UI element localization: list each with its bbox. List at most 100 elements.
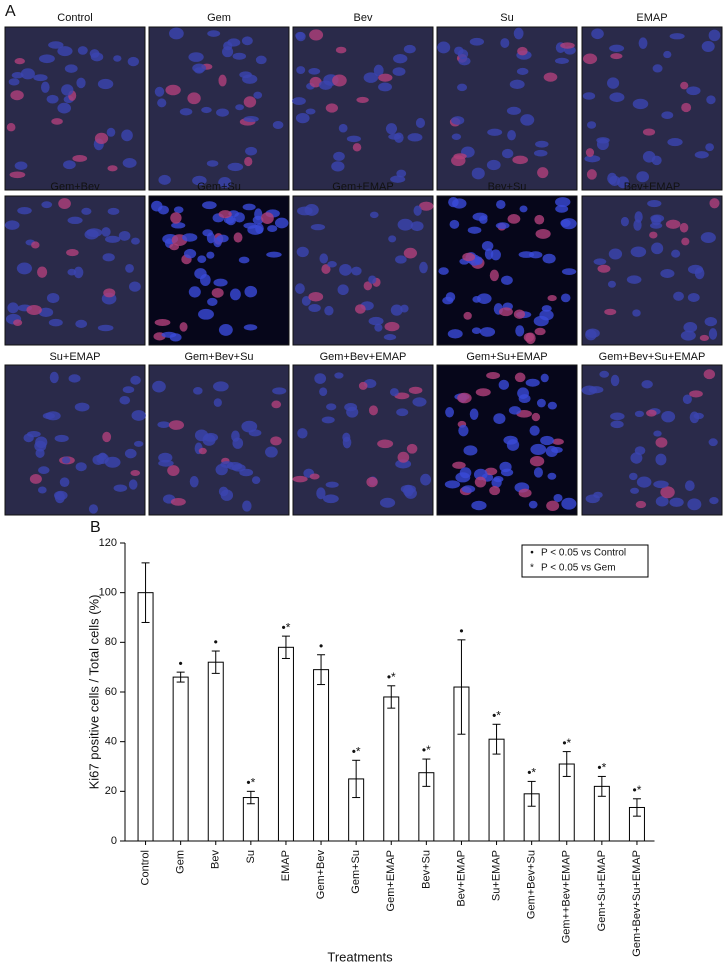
nucleus [536, 398, 546, 408]
panel-label: B [90, 519, 101, 536]
nucleus [479, 215, 488, 224]
nucleus [493, 413, 506, 424]
nucleus [610, 374, 620, 387]
nucleus [687, 498, 702, 511]
nucleus [346, 135, 361, 143]
nucleus [187, 92, 201, 105]
x-tick-label: Gem [175, 850, 187, 874]
nucleus [33, 74, 48, 82]
nucleus [67, 268, 77, 276]
nucleus [326, 403, 337, 411]
nucleus [218, 176, 232, 188]
legend-label: P < 0.05 vs Control [541, 548, 626, 559]
nucleus [253, 91, 263, 99]
nucleus [609, 44, 625, 52]
nucleus [651, 242, 664, 255]
nucleus [261, 212, 274, 224]
nucleus [59, 477, 70, 488]
nucleus [679, 222, 689, 233]
error-bar [317, 654, 326, 686]
nucleus [9, 171, 26, 179]
nucleus [35, 448, 45, 458]
nucleus [48, 318, 63, 327]
nucleus [29, 473, 42, 484]
nucleus [220, 489, 234, 501]
nucleus [106, 127, 116, 137]
nucleus [458, 424, 469, 437]
image-title: Gem+Su+EMAP [466, 351, 547, 363]
nucleus [525, 332, 536, 345]
nucleus [124, 448, 137, 459]
nucleus [652, 64, 663, 73]
nucleus [193, 387, 203, 395]
micrograph-bg [292, 26, 434, 191]
nucleus [325, 103, 338, 113]
error-bar [632, 798, 641, 817]
nucleus [542, 253, 556, 264]
micrograph-bg [581, 364, 723, 516]
nucleus [122, 386, 135, 394]
bar [207, 661, 224, 842]
nucleus [449, 219, 460, 229]
micrograph [436, 364, 578, 516]
nucleus [97, 78, 114, 90]
nucleus [412, 397, 427, 407]
nucleus [626, 275, 642, 284]
nucleus [636, 171, 649, 183]
nucleus [122, 157, 137, 168]
nucleus [561, 218, 577, 230]
nucleus [608, 248, 623, 260]
nucleus [131, 410, 146, 421]
nucleus [694, 151, 709, 159]
nucleus [660, 268, 675, 278]
error-bar [527, 780, 536, 807]
nucleus [294, 283, 305, 294]
nucleus [705, 143, 715, 152]
nucleus [321, 416, 335, 424]
significance-marker: •* [246, 776, 255, 790]
nucleus [531, 412, 541, 422]
nucleus [342, 432, 351, 443]
nucleus [632, 309, 641, 317]
nucleus [517, 387, 529, 399]
nucleus [462, 252, 476, 262]
nucleus [396, 169, 407, 178]
nucleus [415, 117, 426, 128]
bar [383, 696, 400, 842]
image-title: EMAP [636, 12, 667, 24]
micrograph [581, 195, 723, 346]
nucleus [452, 198, 467, 209]
nucleus [451, 133, 462, 140]
nucleus [660, 486, 675, 499]
nucleus [373, 64, 384, 77]
nucleus [655, 453, 667, 466]
nucleus [438, 267, 449, 275]
nucleus [324, 305, 334, 316]
nucleus [392, 67, 406, 76]
nucleus [319, 387, 328, 396]
significance-marker: •* [633, 783, 642, 797]
nucleus [26, 430, 41, 438]
nucleus [216, 234, 229, 243]
nucleus [687, 292, 700, 302]
nucleus [39, 54, 55, 64]
nucleus [128, 479, 138, 490]
nucleus [410, 221, 424, 232]
nucleus [327, 261, 337, 268]
image-title: Bev+Su [488, 181, 527, 193]
nucleus [507, 214, 521, 224]
x-axis-title: Treatments [327, 949, 393, 964]
nucleus [477, 293, 492, 304]
nucleus [319, 253, 329, 264]
nucleus [378, 82, 392, 92]
nucleus [107, 165, 118, 172]
nucleus [20, 68, 35, 80]
nucleus [530, 443, 547, 455]
x-tick-label: Bev [210, 850, 222, 869]
nucleus [104, 456, 121, 468]
nucleus [158, 174, 171, 185]
error-bar [176, 671, 185, 683]
nucleus [366, 476, 378, 488]
nucleus [581, 385, 597, 396]
